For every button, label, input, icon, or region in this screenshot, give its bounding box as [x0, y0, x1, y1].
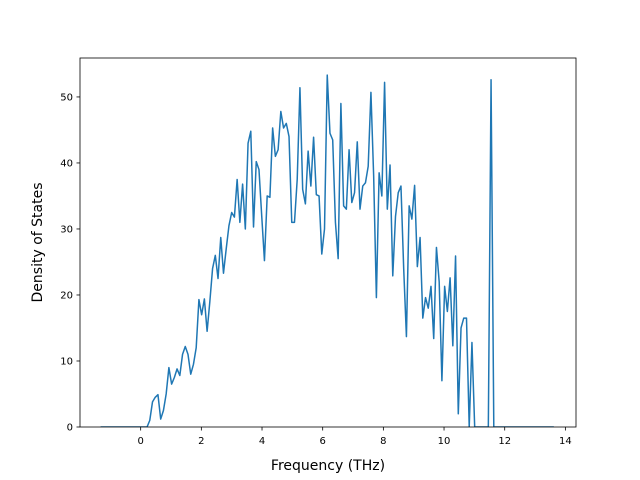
- line-series: [100, 74, 554, 427]
- x-axis-label: Frequency (THz): [271, 458, 385, 474]
- y-tick-label: 50: [60, 92, 73, 103]
- y-tick-label: 40: [60, 158, 73, 169]
- y-tick-label: 10: [60, 356, 73, 367]
- x-tick-label: 6: [320, 436, 326, 447]
- x-tick-label: 2: [198, 436, 204, 447]
- y-tick-label: 30: [60, 224, 73, 235]
- y-tick-label: 20: [60, 290, 73, 301]
- x-tick-label: 0: [137, 436, 143, 447]
- x-tick-label: 14: [559, 436, 572, 447]
- axes-frame: [79, 57, 577, 428]
- x-tick-label: 4: [259, 436, 265, 447]
- plot-area: [100, 74, 554, 427]
- y-axis-label: Density of States: [30, 183, 46, 303]
- x-tick-label: 8: [380, 436, 386, 447]
- y-tick-label: 0: [67, 423, 73, 434]
- x-tick-label: 10: [438, 436, 451, 447]
- x-tick-label: 12: [498, 436, 511, 447]
